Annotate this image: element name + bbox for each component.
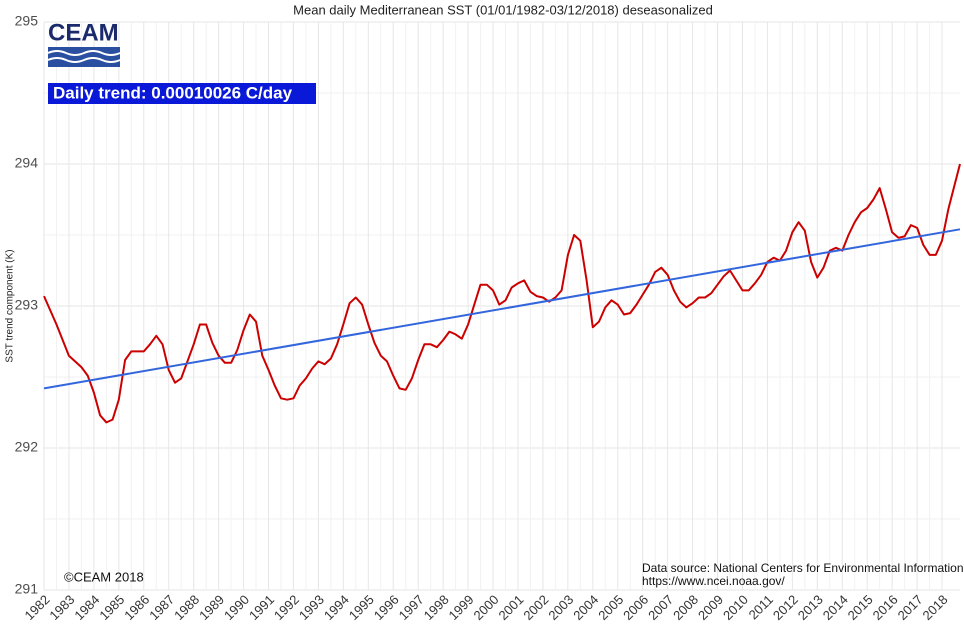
x-tick-label: 1998 — [421, 592, 452, 623]
logo: CEAM — [47, 19, 121, 67]
copyright: ©CEAM 2018 — [64, 569, 144, 584]
x-tick-label: 2018 — [920, 592, 951, 623]
x-tick-label: 1983 — [46, 592, 77, 623]
y-tick-label: 294 — [15, 155, 39, 171]
x-tick-label: 1986 — [121, 592, 152, 623]
x-tick-label: 1990 — [221, 592, 252, 623]
x-tick-label: 1984 — [71, 592, 102, 623]
x-tick-label: 1993 — [296, 592, 327, 623]
logo-waves — [48, 47, 120, 67]
x-tick-label: 2009 — [695, 592, 726, 623]
x-tick-label: 2002 — [520, 592, 551, 623]
x-tick-label: 1994 — [321, 592, 352, 623]
x-tick-label: 2011 — [746, 592, 776, 622]
annotation: Daily trend: 0.00010026 C/day — [53, 83, 293, 102]
y-tick-label: 295 — [15, 13, 39, 29]
x-tick-label: 2014 — [820, 592, 851, 623]
x-tick-label: 1992 — [271, 592, 302, 623]
x-tick-label: 1991 — [246, 592, 277, 623]
x-tick-label: 2017 — [895, 592, 926, 623]
series-line — [43, 163, 961, 424]
x-tick-label: 1999 — [446, 592, 477, 623]
x-tick-label: 1995 — [346, 592, 377, 623]
logo-wave-lines — [47, 50, 121, 63]
x-tick-label: 2015 — [845, 592, 876, 623]
x-tick-label: 2001 — [495, 592, 526, 623]
x-tick-label: 1996 — [371, 592, 402, 623]
x-tick-label: 2004 — [570, 592, 601, 623]
x-tick-label: 2000 — [471, 592, 502, 623]
x-tick-label: 2012 — [770, 592, 801, 623]
source-url: https://www.ncei.noaa.gov/ — [642, 574, 785, 588]
annotation-box — [48, 83, 316, 104]
x-tick-label: 1988 — [171, 592, 202, 623]
chart-title: Mean daily Mediterranean SST (01/01/1982… — [293, 2, 713, 17]
x-tick-label: 2005 — [595, 592, 626, 623]
x-tick-label: 1985 — [96, 592, 127, 623]
x-tick-label: 2010 — [720, 592, 751, 623]
x-tick-label: 2007 — [645, 592, 676, 623]
y-axis-label: SST trend component (K) — [5, 249, 16, 362]
x-tick-label: 1997 — [396, 592, 427, 623]
x-tick-label: 1989 — [196, 592, 227, 623]
x-tick-label: 2008 — [670, 592, 701, 623]
x-tick-label: 1987 — [146, 592, 177, 623]
y-tick-label: 291 — [15, 581, 39, 597]
source: Data source: National Centers for Enviro… — [642, 561, 964, 575]
series-line — [43, 228, 961, 390]
y-tick-label: 293 — [15, 297, 39, 313]
y-tick-label: 292 — [15, 439, 39, 455]
x-tick-label: 2016 — [870, 592, 901, 623]
x-tick-label: 2006 — [620, 592, 651, 623]
x-tick-label: 2013 — [795, 592, 826, 623]
logo-text: CEAM — [48, 19, 119, 46]
x-tick-label: 2003 — [545, 592, 576, 623]
